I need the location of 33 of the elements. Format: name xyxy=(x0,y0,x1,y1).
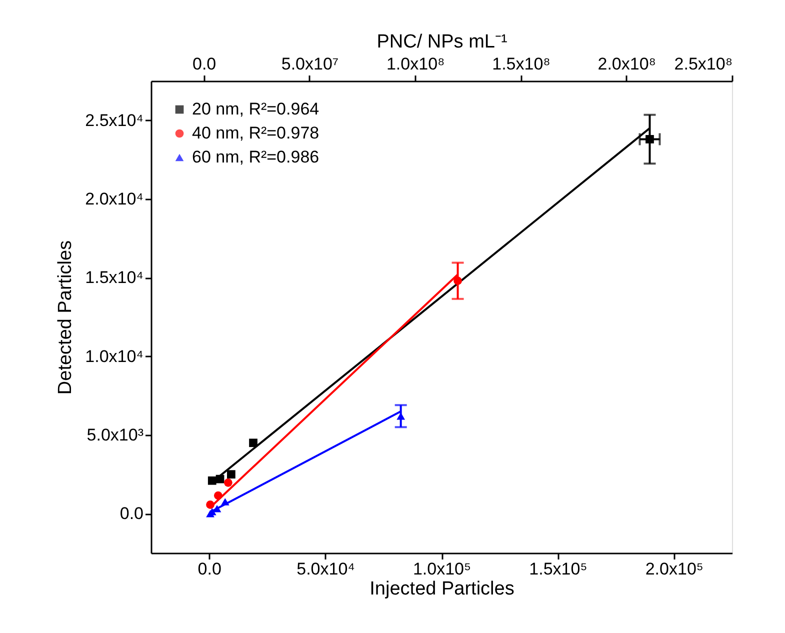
x-tick-label: 5.0x10⁴ xyxy=(296,560,355,578)
x2-tick-label: 2.5x10⁸ xyxy=(674,54,732,74)
point xyxy=(216,474,224,484)
y-tick-label: 5.0x10³ xyxy=(86,426,144,444)
point xyxy=(214,491,222,500)
x2-tick-label: 1.0x10⁸ xyxy=(386,54,445,74)
point xyxy=(220,498,230,506)
y-tick-label: 1.5x10⁴ xyxy=(85,268,144,288)
point xyxy=(249,438,258,448)
legend-label: 60 nm, R²=0.986 xyxy=(192,148,320,166)
y-tick-label: 2.5x10⁴ xyxy=(85,110,144,130)
y-tick-label: 1.0x10⁴ xyxy=(85,346,144,366)
point xyxy=(224,478,232,487)
legend-label: 40 nm, R²=0.978 xyxy=(192,124,320,142)
x-tick-label: 2.0x10⁵ xyxy=(645,560,704,578)
point xyxy=(226,470,236,479)
point xyxy=(646,135,654,144)
point xyxy=(206,500,214,509)
x-tick-label: 1.0x10⁵ xyxy=(412,560,472,578)
x-tick-label: 0.0 xyxy=(198,560,222,578)
x2-tick-label: 5.0x10⁷ xyxy=(281,54,339,74)
point xyxy=(454,276,462,285)
y-axis-title: Detected Particles xyxy=(55,240,76,395)
y-tick-label: 2.0x10⁴ xyxy=(85,190,144,208)
x2-tick-label: 2.0x10⁸ xyxy=(598,54,656,74)
x-axis-title: Injected Particles xyxy=(370,578,514,600)
x-tick-label: 1.5x10⁵ xyxy=(529,560,588,578)
x2-tick-label: 0.0 xyxy=(192,54,216,74)
x2-tick-label: 1.5x10⁸ xyxy=(492,54,550,74)
y-tick-label: 0.0 xyxy=(120,504,144,524)
x2-axis-title: PNC/ NPs mL⁻¹ xyxy=(376,32,508,52)
legend-label: 20 nm, R²=0.964 xyxy=(192,100,320,118)
point xyxy=(208,476,216,485)
